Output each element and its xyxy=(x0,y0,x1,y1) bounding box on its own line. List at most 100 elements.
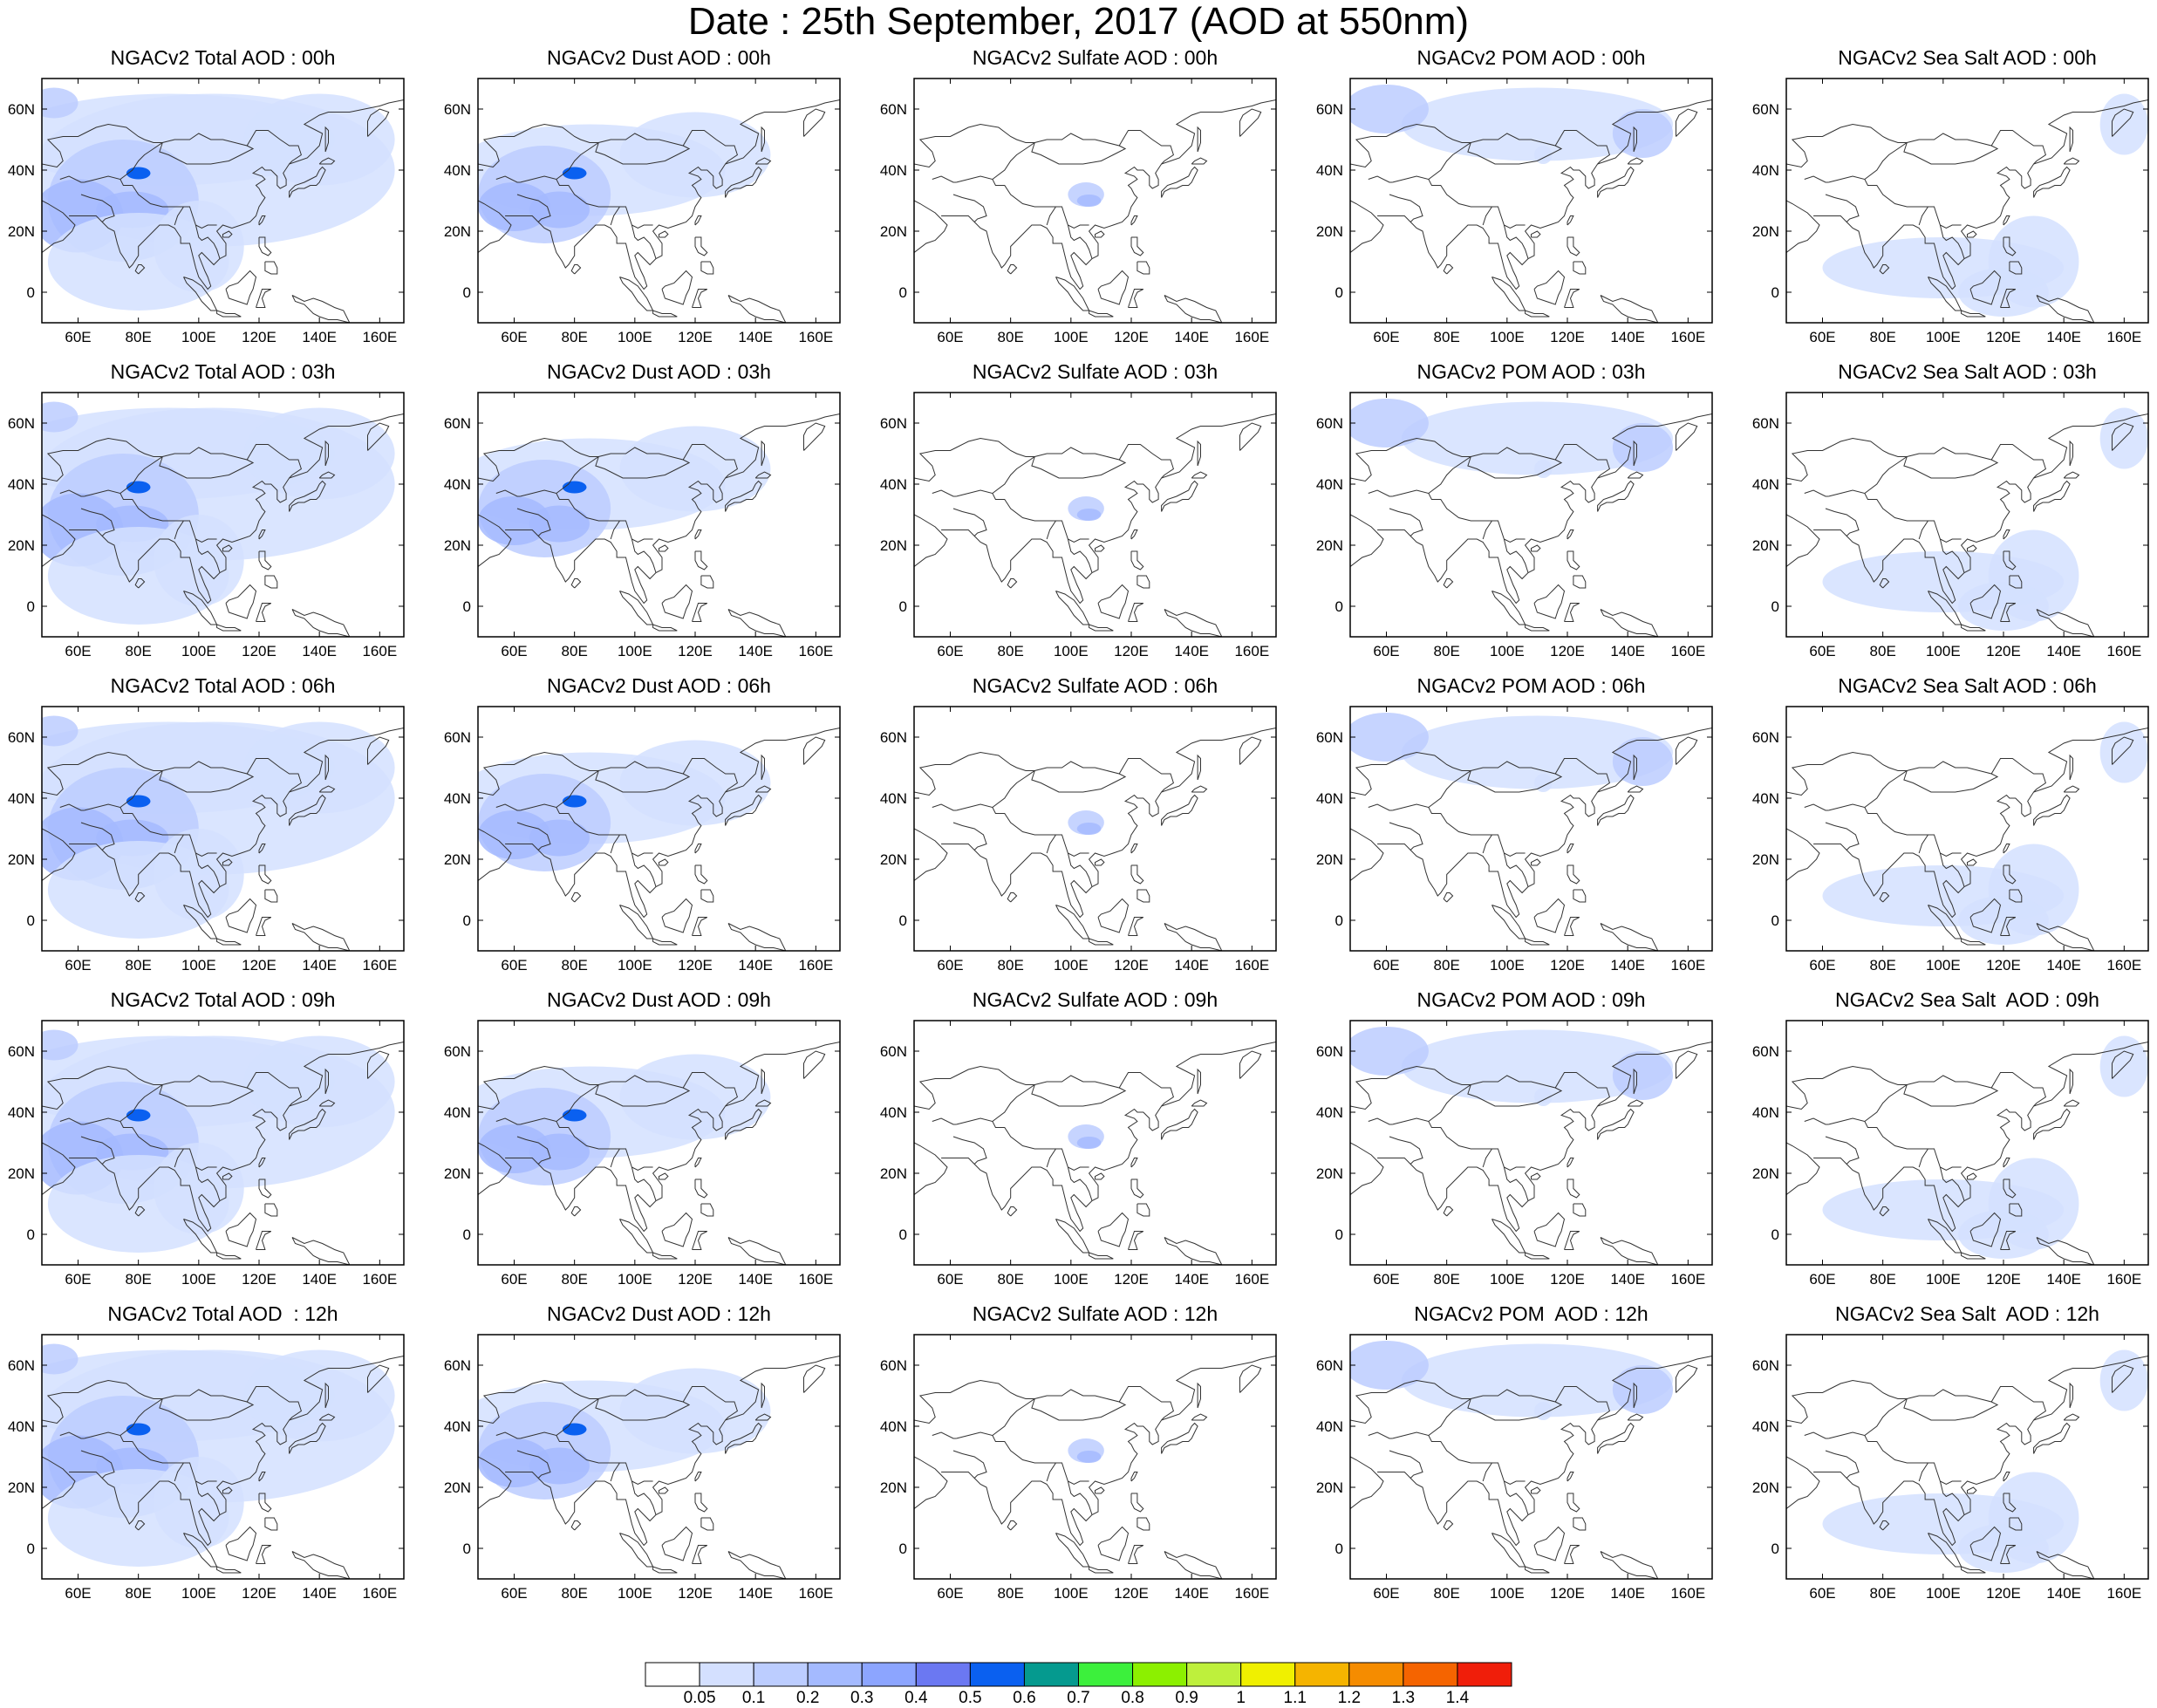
x-tick-label: 140E xyxy=(2046,1271,2081,1288)
y-tick-label: 40N xyxy=(1316,162,1343,179)
y-tick-label: 0 xyxy=(463,912,471,929)
y-tick-label: 60N xyxy=(8,1357,35,1374)
coastline xyxy=(1534,1213,1565,1247)
coastline xyxy=(1628,472,1642,478)
coastline xyxy=(659,859,668,865)
coastline xyxy=(1573,890,1586,902)
coastline xyxy=(914,125,1034,167)
coastline xyxy=(932,804,957,810)
colorbar-swatch xyxy=(808,1663,862,1686)
coastline xyxy=(1968,231,1976,237)
x-tick-label: 80E xyxy=(126,643,152,659)
x-tick-label: 60E xyxy=(1373,643,1399,659)
y-tick-label: 20N xyxy=(1752,1479,1779,1496)
coastline xyxy=(1369,490,1393,496)
coastline xyxy=(693,604,707,622)
coastline xyxy=(1526,625,1550,631)
x-tick-label: 120E xyxy=(1550,1585,1585,1602)
colorbar-swatch xyxy=(1295,1663,1349,1686)
x-tick-label: 120E xyxy=(1986,643,2021,659)
coastline xyxy=(1526,1567,1550,1573)
x-tick-label: 160E xyxy=(1670,957,1705,974)
coastline xyxy=(1129,918,1143,936)
coastline xyxy=(1056,1220,1089,1254)
colorbar-label: 0.05 xyxy=(684,1689,716,1708)
x-tick-label: 120E xyxy=(1114,1585,1149,1602)
x-tick-label: 60E xyxy=(937,957,963,974)
aod-field-area xyxy=(529,1448,590,1485)
colorbar-label: 0.9 xyxy=(1175,1689,1198,1708)
aod-field-area xyxy=(529,1134,590,1171)
x-tick-label: 160E xyxy=(2106,1271,2141,1288)
coastline xyxy=(1098,271,1129,305)
coastline xyxy=(1492,277,1526,311)
coastline xyxy=(1047,835,1061,853)
coastline xyxy=(2037,1552,2094,1580)
x-tick-label: 120E xyxy=(1986,957,2021,974)
coastline xyxy=(1573,576,1586,588)
x-tick-label: 100E xyxy=(1490,1585,1525,1602)
coastline xyxy=(2064,472,2079,478)
y-tick-label: 20N xyxy=(880,537,907,554)
x-tick-label: 140E xyxy=(2046,643,2081,659)
coastline xyxy=(2064,1414,2079,1420)
coastline xyxy=(695,551,707,570)
coastline xyxy=(1162,482,1198,512)
coastline xyxy=(256,1232,271,1250)
aod-field-area xyxy=(1344,713,1429,762)
panel-title: NGACv2 POM AOD : 06h xyxy=(1327,673,1737,698)
coastline xyxy=(1919,835,1934,853)
aod-field-area xyxy=(126,1110,151,1122)
y-tick-label: 0 xyxy=(463,1541,471,1557)
coastline xyxy=(1131,1472,1137,1482)
aod-field-area xyxy=(529,820,590,857)
coastline xyxy=(571,579,580,589)
coastline xyxy=(1007,1207,1016,1217)
coastline xyxy=(1676,1365,1697,1393)
coastline xyxy=(701,890,713,902)
coastline xyxy=(1483,835,1498,853)
coastline xyxy=(728,296,786,324)
x-tick-label: 140E xyxy=(302,643,337,659)
y-tick-label: 40N xyxy=(1752,476,1779,493)
y-tick-label: 60N xyxy=(8,729,35,746)
colorbar-label: 0.2 xyxy=(796,1689,819,1708)
coastline xyxy=(1968,859,1976,865)
y-tick-label: 20N xyxy=(444,1165,471,1182)
coastline xyxy=(1240,737,1261,765)
coastline xyxy=(1786,125,1907,167)
coastline xyxy=(1162,1110,1198,1140)
panel-title: NGACv2 Dust AOD : 00h xyxy=(454,45,864,70)
coastline xyxy=(1865,1387,2046,1436)
y-tick-label: 60N xyxy=(1316,415,1343,432)
coastline xyxy=(1240,1365,1261,1393)
x-tick-label: 120E xyxy=(1986,1271,2021,1288)
x-tick-label: 60E xyxy=(1809,957,1835,974)
x-tick-label: 120E xyxy=(1550,329,1585,345)
coastline xyxy=(1805,176,1829,182)
coastline xyxy=(1865,1073,2046,1122)
aod-field-area xyxy=(529,506,590,543)
coastline xyxy=(2070,1069,2072,1094)
coastline xyxy=(1068,1167,1092,1201)
coastline xyxy=(1131,530,1137,540)
coastline xyxy=(217,939,242,945)
coastline xyxy=(653,939,678,945)
x-tick-label: 80E xyxy=(1870,957,1896,974)
coastline xyxy=(1492,1534,1526,1568)
coastline xyxy=(1565,604,1580,622)
x-tick-label: 140E xyxy=(738,1271,773,1288)
coastline xyxy=(932,490,957,496)
x-tick-label: 100E xyxy=(1054,957,1089,974)
coastline xyxy=(1131,216,1137,226)
